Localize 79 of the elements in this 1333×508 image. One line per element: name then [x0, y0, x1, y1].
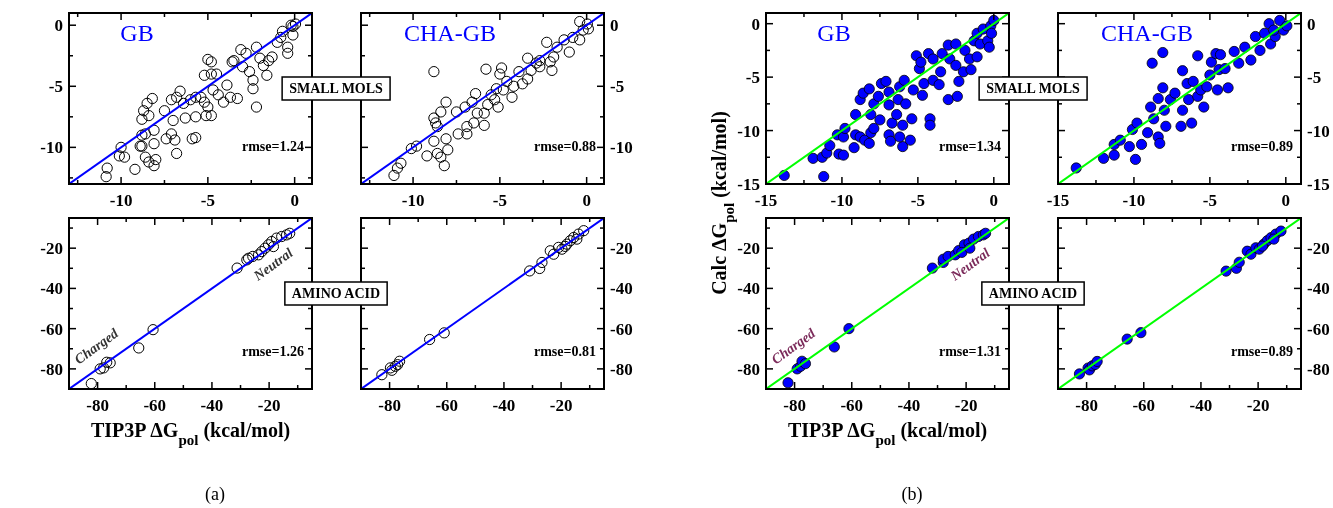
chart-title: GB — [120, 20, 154, 46]
text: (b) — [901, 484, 923, 505]
x-tick-label: -5 — [910, 191, 925, 210]
x-tick-label: -20 — [549, 396, 573, 415]
annotation: SMALL MOLS — [986, 81, 1081, 96]
y-tick-label: 0 — [610, 16, 619, 36]
y-tick-label: -40 — [610, 279, 633, 299]
x-axis-title: TIP3P ΔG$_{pol}$ (kcal/mol) — [787, 419, 988, 448]
annotation: rmse=0.81 — [533, 344, 596, 359]
y-tick-label: -15 — [1307, 175, 1330, 194]
y-tick-label: -5 — [48, 77, 63, 97]
chart-title: GB — [817, 20, 851, 46]
y-tick-label: -80 — [737, 359, 760, 379]
y-tick-label: -5 — [610, 77, 625, 97]
y-tick-label: -20 — [1307, 239, 1330, 259]
x-tick-label: -20 — [1246, 396, 1270, 415]
x-tick-label: -5 — [492, 191, 507, 210]
x-tick-label: -5 — [1202, 191, 1217, 210]
x-tick-label: -20 — [257, 396, 281, 415]
x-tick-label: -40 — [200, 396, 224, 415]
y-tick-label: -10 — [40, 138, 63, 158]
x-tick-label: -5 — [200, 191, 215, 210]
x-tick-label: -40 — [492, 396, 516, 415]
x-tick-label: -60 — [1132, 396, 1156, 415]
x-tick-label: -80 — [378, 396, 401, 415]
y-tick-label: -60 — [1307, 319, 1330, 339]
x-tick-label: -40 — [897, 396, 921, 415]
chart-title: CHA-GB — [1100, 20, 1194, 46]
annotation: AMINO ACID — [988, 286, 1078, 301]
annotation: SMALL MOLS — [289, 81, 384, 96]
y-tick-label: -80 — [1307, 359, 1330, 379]
y-tick-label: -20 — [610, 239, 633, 259]
x-tick-label: -15 — [1046, 191, 1070, 210]
x-tick-label: 0 — [1281, 191, 1291, 210]
y-tick-label: -10 — [737, 121, 760, 141]
x-tick-label: -40 — [1189, 396, 1213, 415]
y-tick-label: 0 — [54, 16, 63, 36]
y-tick-label: -60 — [737, 319, 760, 339]
annotation: rmse=1.34 — [938, 139, 1001, 154]
y-tick-label: -10 — [1307, 121, 1330, 141]
x-tick-label: -10 — [1122, 191, 1146, 210]
y-tick-label: -20 — [737, 239, 760, 259]
y-tick-label: -40 — [737, 279, 760, 299]
y-tick-label: -60 — [40, 319, 63, 339]
annotation: rmse=0.89 — [1230, 344, 1293, 359]
y-tick-label: -60 — [610, 319, 633, 339]
y-tick-label: -10 — [610, 138, 633, 158]
x-tick-label: -80 — [86, 396, 109, 415]
x-tick-label: -60 — [840, 396, 864, 415]
y-tick-label: -40 — [1307, 279, 1330, 299]
y-tick-label: -15 — [737, 175, 760, 194]
x-tick-label: -20 — [954, 396, 978, 415]
y-tick-label: -40 — [40, 279, 63, 299]
y-tick-label: 0 — [751, 14, 760, 34]
x-tick-label: -10 — [401, 191, 425, 210]
y-tick-label: 0 — [1307, 14, 1316, 34]
x-tick-label: -60 — [435, 396, 459, 415]
y-tick-label: -5 — [745, 68, 760, 88]
y-tick-label: -80 — [40, 359, 63, 379]
x-tick-label: -80 — [1075, 396, 1098, 415]
annotation: rmse=1.31 — [938, 344, 1001, 359]
x-tick-label: -60 — [143, 396, 167, 415]
x-tick-label: 0 — [582, 191, 591, 210]
annotation: rmse=0.88 — [533, 139, 596, 154]
annotation: rmse=0.89 — [1230, 139, 1293, 154]
x-tick-label: -80 — [783, 396, 806, 415]
chart-title: CHA-GB — [403, 20, 497, 46]
x-tick-label: 0 — [989, 191, 999, 210]
y-tick-label: -80 — [610, 359, 633, 379]
x-axis-title: TIP3P ΔG$_{pol}$ (kcal/mol) — [90, 419, 291, 448]
annotation: AMINO ACID — [291, 286, 381, 301]
x-tick-label: -10 — [830, 191, 854, 210]
text: (a) — [205, 484, 225, 505]
y-tick-label: -20 — [40, 239, 63, 259]
annotation: rmse=1.26 — [241, 344, 304, 359]
x-tick-label: 0 — [290, 191, 299, 210]
y-tick-label: -5 — [1307, 68, 1322, 88]
annotation: rmse=1.24 — [241, 139, 304, 154]
x-tick-label: -10 — [109, 191, 133, 210]
